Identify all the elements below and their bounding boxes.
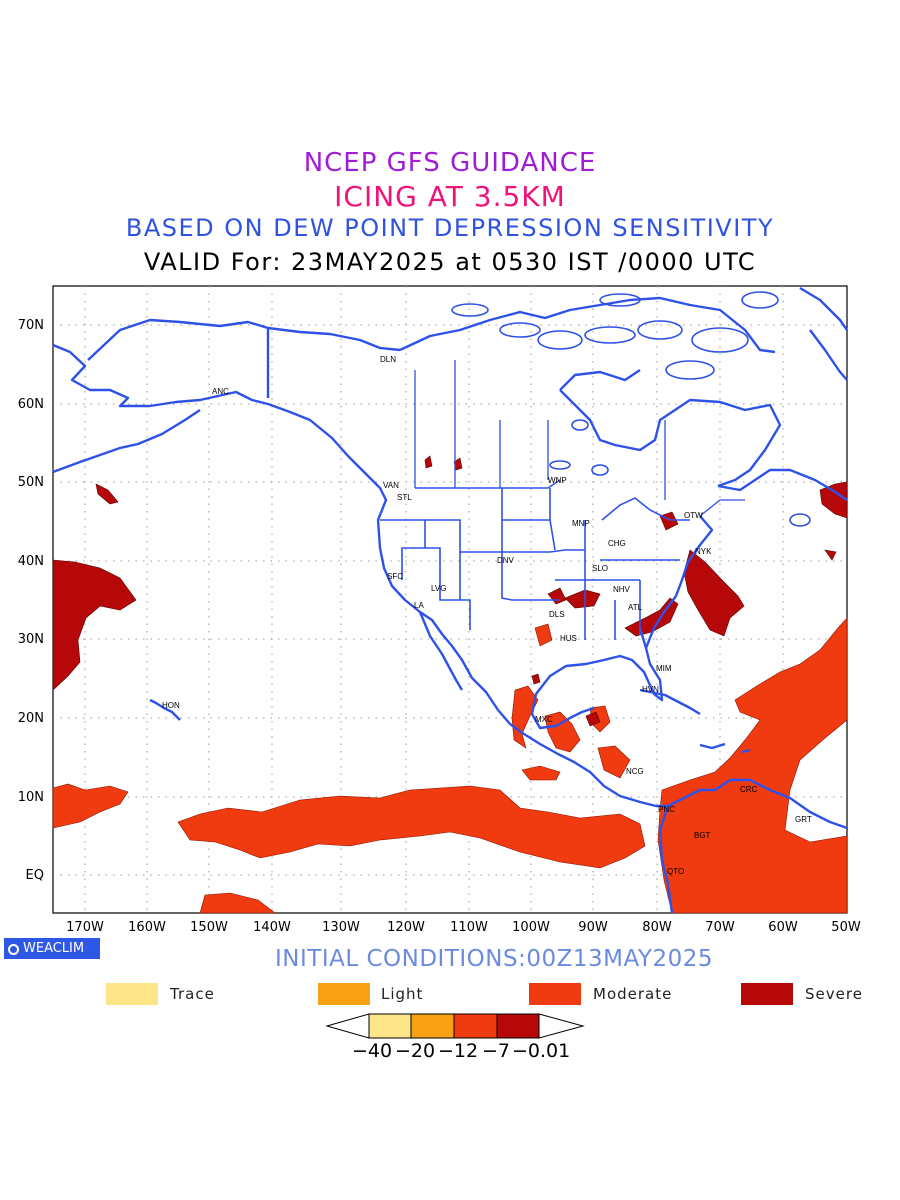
city-label-sfc: SFC — [387, 572, 403, 581]
city-label-hvn: HVN — [642, 685, 659, 694]
city-label-hus: HUS — [560, 634, 577, 643]
lat-label-30n: 30N — [17, 632, 44, 647]
legend-swatch-light — [318, 983, 370, 1005]
legend-swatch-severe — [741, 983, 793, 1005]
city-label-lvg: LVG — [431, 584, 446, 593]
city-label-stl: STL — [397, 493, 412, 502]
province-borders — [414, 360, 745, 517]
city-label-qto: QTO — [667, 867, 684, 876]
lat-label-50n: 50N — [17, 475, 44, 490]
legend-label-severe: Severe — [805, 985, 863, 1003]
colorbar-right-arrow — [538, 1013, 585, 1039]
city-labels: ANC DLN VAN STL WNP OTW MNP CHG NYK DNV SFC LVG SLO N… — [162, 355, 812, 876]
city-label-mxc: MXC — [535, 715, 553, 724]
city-label-dnv: DNV — [497, 556, 515, 565]
colorbar-tick-3: −12 — [438, 1040, 479, 1062]
city-label-nhv: NHV — [613, 585, 631, 594]
legend-swatch-trace — [106, 983, 158, 1005]
colorbar-tick-5: −0.01 — [512, 1040, 571, 1062]
arctic-islands — [451, 291, 811, 527]
colorbar-tick-4: −7 — [482, 1040, 511, 1062]
lon-label-160w: 160W — [128, 920, 166, 935]
lon-label-110w: 110W — [450, 920, 488, 935]
legend-label-light: Light — [381, 985, 424, 1003]
city-label-atl: ATL — [628, 603, 643, 612]
lon-label-90w: 90W — [578, 920, 608, 935]
colorbar-left-arrow — [325, 1013, 370, 1039]
city-label-ncg: NCG — [626, 767, 644, 776]
colorbar-trace — [368, 1013, 412, 1039]
lon-label-120w: 120W — [387, 920, 425, 935]
lon-label-100w: 100W — [512, 920, 550, 935]
city-label-nyk: NYK — [695, 547, 712, 556]
lon-label-50w: 50W — [831, 920, 861, 935]
lon-label-60w: 60W — [768, 920, 798, 935]
title-line-3: BASED ON DEW POINT DEPRESSION SENSITIVIT… — [125, 214, 775, 242]
title-line-4: VALID For: 23MAY2025 at 0530 IST /0000 U… — [143, 248, 757, 276]
icing-severe-areas — [52, 455, 848, 727]
city-label-pnc: PNC — [658, 805, 675, 814]
city-label-slo: SLO — [592, 564, 608, 573]
lat-label-eq: EQ — [25, 868, 44, 883]
legend-label-trace: Trace — [170, 985, 215, 1003]
colorbar-severe — [496, 1013, 540, 1039]
lat-label-70n: 70N — [17, 318, 44, 333]
weaclim-logo-icon — [8, 944, 19, 955]
lon-label-140w: 140W — [253, 920, 291, 935]
city-label-mim: MIM — [656, 664, 672, 673]
city-label-van: VAN — [383, 481, 399, 490]
lon-label-150w: 150W — [190, 920, 228, 935]
lon-label-80w: 80W — [642, 920, 672, 935]
weaclim-badge: WEACLIM — [4, 938, 100, 959]
legend-label-moderate: Moderate — [593, 985, 673, 1003]
lon-label-70w: 70W — [705, 920, 735, 935]
title-line-2: ICING AT 3.5KM — [334, 180, 566, 213]
city-label-anc: ANC — [212, 387, 229, 396]
city-label-dls: DLS — [549, 610, 565, 619]
city-label-mnp: MNP — [572, 519, 590, 528]
weaclim-text: WEACLIM — [23, 941, 85, 956]
lat-label-60n: 60N — [17, 397, 44, 412]
city-label-la: LA — [414, 601, 424, 610]
lon-label-130w: 130W — [322, 920, 360, 935]
initial-conditions: INITIAL CONDITIONS:00Z13MAY2025 — [275, 946, 713, 972]
colorbar-tick-2: −20 — [395, 1040, 436, 1062]
lon-label-170w: 170W — [66, 920, 104, 935]
city-label-chg: CHG — [608, 539, 626, 548]
colorbar-moderate — [453, 1013, 498, 1039]
lat-label-40n: 40N — [17, 554, 44, 569]
city-label-wnp: WNP — [548, 476, 567, 485]
title-line-1: NCEP GFS GUIDANCE — [303, 148, 597, 178]
colorbar-light — [410, 1013, 455, 1039]
city-label-grt: GRT — [795, 815, 812, 824]
coastlines — [52, 286, 848, 914]
city-label-hon: HON — [162, 701, 180, 710]
lat-label-20n: 20N — [17, 711, 44, 726]
city-label-bgt: BGT — [694, 831, 711, 840]
colorbar-tick-1: −40 — [352, 1040, 393, 1062]
state-borders — [380, 479, 690, 640]
icing-moderate-areas — [52, 617, 848, 914]
colorbar — [325, 1013, 585, 1039]
city-label-dln: DLN — [380, 355, 396, 364]
lat-label-10n: 10N — [17, 790, 44, 805]
city-label-crc: CRC — [740, 785, 758, 794]
legend-swatch-moderate — [529, 983, 581, 1005]
city-label-otw: OTW — [684, 511, 703, 520]
